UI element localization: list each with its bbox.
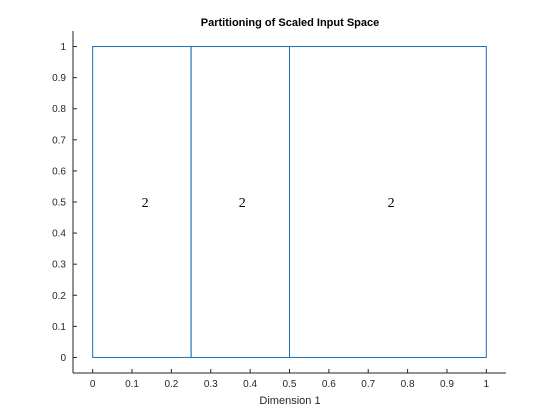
y-ticks: 0 0.1 0.2 0.3 0.4 0.5 0.6 0.7 0.8 0.9 1 [52,42,77,364]
x-axis-label: Dimension 1 [259,395,320,407]
axes: 0 0.1 0.2 0.3 0.4 0.5 0.6 0.7 0.8 0.9 1 0 0.1 0.2 0.3… [52,31,506,390]
y-tick-label: 0.3 [52,260,66,271]
y-tick-label: 0.8 [52,104,66,115]
x-tick-label: 0.3 [204,379,218,390]
y-tick-label: 0.6 [52,166,66,177]
x-tick-label: 0.7 [361,379,375,390]
x-tick-label: 0.6 [322,379,336,390]
x-tick-label: 0.1 [125,379,139,390]
x-tick-label: 0 [90,379,96,390]
x-tick-label: 0.5 [283,379,297,390]
x-tick-label: 0.9 [440,379,454,390]
x-tick-label: 0.4 [243,379,257,390]
region-labels: 2 2 2 [142,196,395,211]
x-tick-label: 0.2 [164,379,178,390]
y-tick-label: 0.2 [52,291,66,302]
region-label-3: 2 [388,196,395,211]
y-tick-label: 0.1 [52,322,66,333]
y-tick-label: 0.7 [52,135,66,146]
x-tick-label: 0.8 [401,379,415,390]
chart-title: Partitioning of Scaled Input Space [201,17,379,29]
y-tick-label: 0.9 [52,73,66,84]
x-ticks: 0 0.1 0.2 0.3 0.4 0.5 0.6 0.7 0.8 0.9 1 [90,369,490,390]
partition-regions [92,46,487,358]
y-tick-label: 1 [60,42,66,53]
region-label-2: 2 [239,196,246,211]
x-tick-label: 1 [484,379,490,390]
y-tick-label: 0 [60,353,66,364]
region-label-1: 2 [142,196,149,211]
y-tick-label: 0.4 [52,229,66,240]
y-tick-label: 0.5 [52,198,66,209]
partition-region-3 [289,46,487,358]
